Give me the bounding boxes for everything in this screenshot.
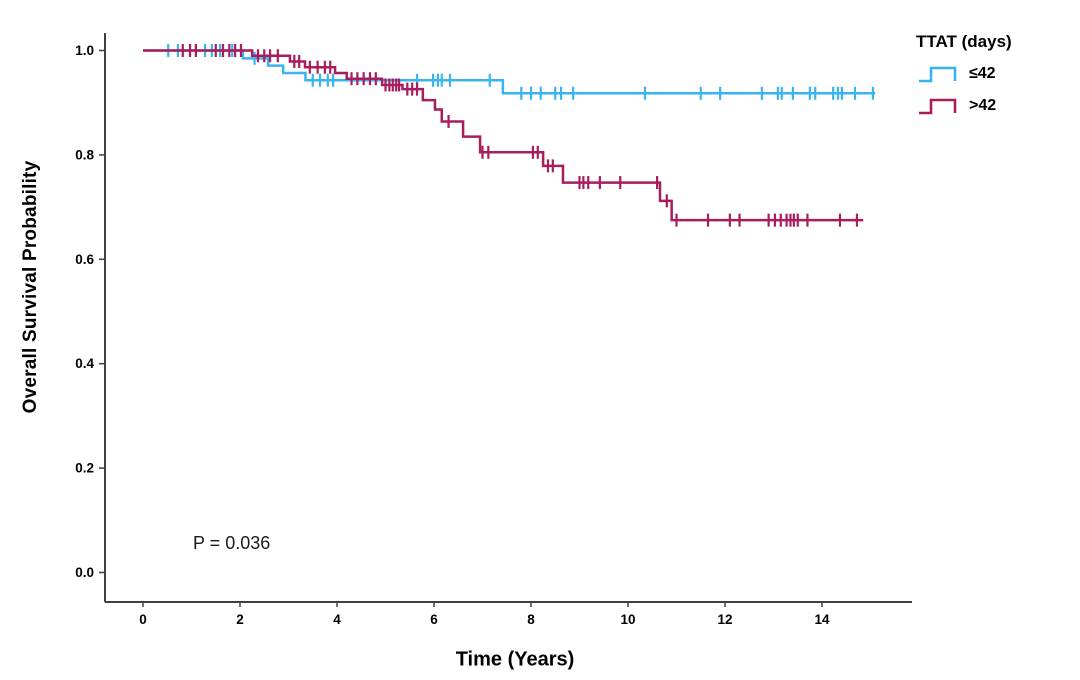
y-tick-label: 0.8 xyxy=(75,147,94,162)
legend-label-gt42: >42 xyxy=(969,97,997,114)
legend-step-symbol-le42 xyxy=(919,66,957,83)
y-tick-label: 1.0 xyxy=(75,43,94,58)
legend-step-symbol-gt42 xyxy=(919,98,957,115)
y-tick-label: 0.6 xyxy=(75,252,94,267)
x-tick-label: 12 xyxy=(717,612,732,627)
legend: TTAT (days) ≤42 >42 xyxy=(916,32,1012,120)
y-tick-label: 0.2 xyxy=(75,461,94,476)
x-tick-label: 8 xyxy=(527,612,535,627)
legend-title: TTAT (days) xyxy=(916,32,1012,51)
y-tick-label: 0.4 xyxy=(75,356,94,371)
legend-entry-le42: ≤42 xyxy=(916,60,1012,88)
y-axis-title: Overall Survival Probability xyxy=(20,160,41,414)
survival-curve-le42 xyxy=(143,49,876,95)
y-tick-label: 0.0 xyxy=(75,565,94,580)
x-tick-label: 4 xyxy=(333,612,341,627)
x-tick-label: 0 xyxy=(139,612,147,627)
x-tick-label: 2 xyxy=(236,612,244,627)
legend-entry-gt42: >42 xyxy=(916,92,1012,120)
p-value-annotation: P = 0.036 xyxy=(193,533,271,553)
x-tick-label: 14 xyxy=(814,612,830,627)
x-axis-title: Time (Years) xyxy=(455,648,575,671)
x-tick-label: 6 xyxy=(430,612,438,627)
x-tick-label: 10 xyxy=(620,612,635,627)
legend-label-le42: ≤42 xyxy=(969,65,996,82)
survival-curve-gt42 xyxy=(143,49,864,222)
